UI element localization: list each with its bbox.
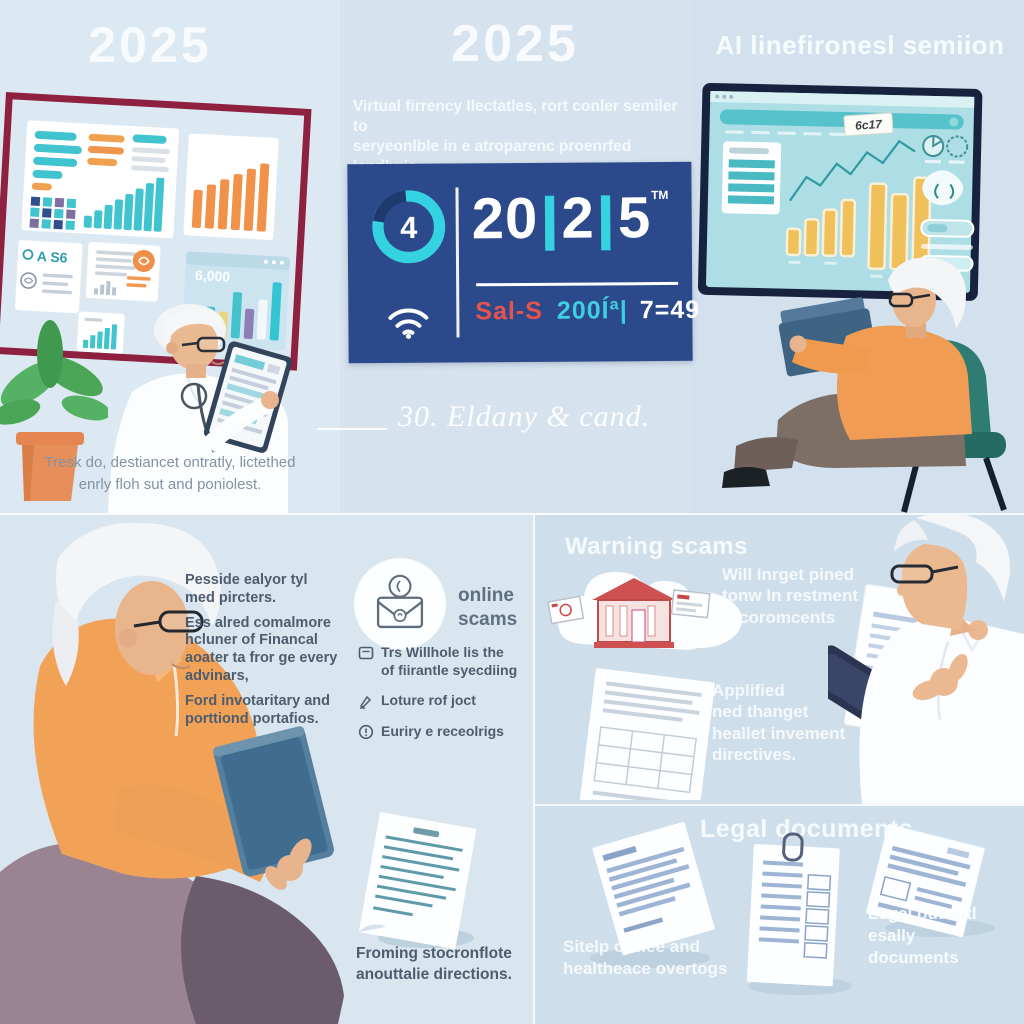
scam-checklist: Trs Willhole lis the of fiirantle syecdi… <box>358 644 538 753</box>
alert-circle-icon <box>358 724 374 739</box>
year-heading-top-middle: 2025 <box>451 15 579 73</box>
year-banner: 4 20|2|5TM Sal-S 200Íª| 7=49 <box>347 161 700 364</box>
online-scams-label: online scams <box>458 585 518 630</box>
wifi-icon <box>388 308 429 339</box>
legal-documents-heading: Legal documents <box>700 815 914 843</box>
paragraph-1: Pesside ealyor tyl med pircters. <box>185 572 308 606</box>
applied-directives-text: Applified ned thanget heallet invement d… <box>712 681 846 764</box>
shoe <box>722 466 770 488</box>
bank-scam-illustration <box>547 572 742 800</box>
document-check-icon <box>358 646 374 660</box>
vertical-divider <box>533 514 535 1024</box>
banknote-icon <box>547 595 585 625</box>
glasses-icon <box>888 292 914 308</box>
potted-plant-illustration <box>0 320 108 501</box>
dashboard-value: 6,000 <box>195 267 231 285</box>
mini-gray-bars <box>93 280 117 296</box>
banner-year: 20|2|5TM <box>471 185 669 252</box>
banner-subtitle: Sal-S 200Íª| 7=49 <box>475 295 701 326</box>
line-chart <box>789 139 916 202</box>
orange-bar-chart <box>191 163 270 232</box>
legal-caption-right: Legal out witl esally documents <box>868 904 977 968</box>
glasses-icon <box>196 336 226 353</box>
progress-ring-icon: 4 <box>372 190 446 264</box>
legal-papers-illustration <box>590 822 995 995</box>
caption-bottom-left: Froming stocronflote anouttalie directio… <box>356 945 512 983</box>
legal-paper-3 <box>866 824 985 938</box>
svg-text:6c17: 6c17 <box>855 117 884 133</box>
banner-rule <box>476 281 679 286</box>
paragraph-block: Pesside ealyor tyl med pircters. Ess alr… <box>185 572 365 736</box>
horizontal-divider <box>0 513 1024 515</box>
paperclip-icon <box>782 832 804 862</box>
glasses-icon <box>890 564 934 584</box>
warning-scams-heading: Warning scams <box>565 533 748 560</box>
chart-tag: 6c17 <box>843 112 894 137</box>
legal-paper-1 <box>592 822 715 956</box>
senior-reading-document-illustration <box>828 512 1024 804</box>
heart-blob-widget <box>922 170 964 206</box>
senior-with-laptop-illustration <box>722 257 1007 513</box>
bank-icon <box>592 578 676 648</box>
paragraph-2: Ess alred comalmore hcluner of Financal … <box>185 614 338 685</box>
trademark-symbol: TM <box>650 187 669 203</box>
banner-divider <box>455 187 460 338</box>
glasses-icon <box>158 610 204 633</box>
mini-teal-bars <box>82 324 118 350</box>
search-bar <box>719 109 964 130</box>
paragraph-3: Ford invotaritary and porttiond portafio… <box>185 692 331 727</box>
legal-paper-2 <box>746 832 840 987</box>
heading-top-right: AI linefironesl semiion <box>715 30 1005 60</box>
board-stats-label: A S6 <box>36 248 68 266</box>
senior-with-tablet-illustration <box>0 522 344 1024</box>
orange-badge-icon <box>132 249 155 272</box>
list-item: Trs Willhole lis the of fiirantle syecdi… <box>358 644 538 679</box>
list-item: Loture rof joct <box>358 692 538 710</box>
legal-caption-left: Sitelp or fiee and healtheace overtogs <box>563 937 728 979</box>
dashboard-monitor-illustration: 6c17 <box>697 82 983 301</box>
mosaic-grid <box>29 196 77 231</box>
caption-top-left: Tresk do, destiancet ontratly, lictethed… <box>44 454 296 493</box>
warning-text: Will Inrget pined tonw In restment grcor… <box>722 565 859 627</box>
form-document <box>578 668 715 800</box>
ring-number: 4 <box>400 210 417 245</box>
signature-pen-icon <box>359 695 372 709</box>
horizontal-divider-right <box>535 804 1024 806</box>
banknote-icon <box>670 589 711 619</box>
teal-bar-chart <box>83 177 165 232</box>
document-paper-illustration <box>358 812 477 949</box>
list-item: Euriry e receolrigs <box>358 723 538 741</box>
advisor-with-tablet-illustration <box>108 304 293 514</box>
tagline-rule <box>317 428 387 430</box>
yellow-bar-group-1 <box>785 198 857 258</box>
tagline-script: 30. Eldany & cand. <box>398 400 651 433</box>
year-heading-top-left: 2025 <box>88 17 212 73</box>
donut-chart-icon <box>946 135 969 158</box>
envelope-money-icon <box>354 558 446 650</box>
